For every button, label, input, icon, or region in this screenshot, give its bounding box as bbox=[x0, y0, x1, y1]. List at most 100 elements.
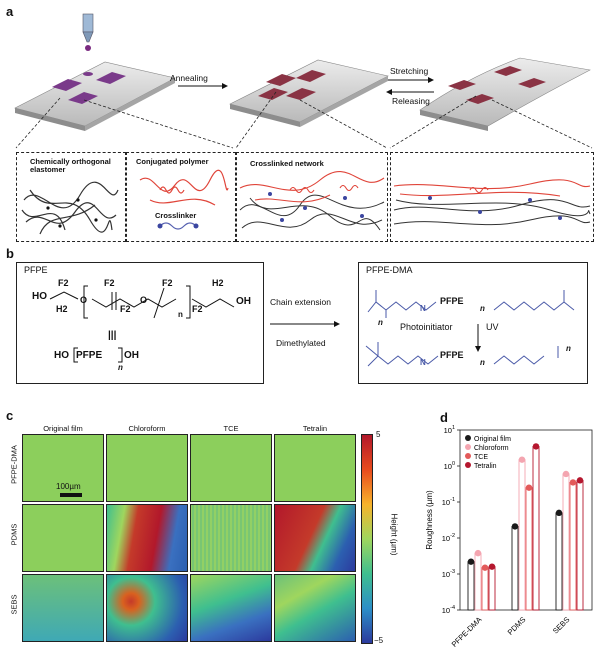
bar bbox=[511, 525, 519, 611]
data-point bbox=[488, 563, 496, 570]
bar bbox=[518, 459, 526, 611]
heatmap-sebs-original bbox=[22, 574, 104, 642]
bar bbox=[467, 561, 475, 611]
photoinitiator-label: Photoinitiator bbox=[400, 322, 453, 332]
row-label-pfpe-dma: PFPE-DMA bbox=[9, 445, 19, 484]
pfpe-ho: HO bbox=[32, 291, 47, 302]
substrate-sheet-3 bbox=[419, 57, 591, 127]
dma-n-bottom: n bbox=[480, 358, 485, 367]
y-axis-label: Roughness (µm) bbox=[425, 490, 434, 550]
heatmap-pfpe-tetralin bbox=[274, 434, 356, 502]
scale-bar bbox=[60, 493, 82, 497]
annealing-label: Annealing bbox=[170, 73, 208, 83]
bar bbox=[481, 567, 489, 611]
data-point bbox=[555, 509, 563, 517]
dma-nh-top: N bbox=[420, 304, 426, 313]
data-point bbox=[467, 558, 475, 565]
legend-marker bbox=[465, 453, 471, 459]
legend-marker bbox=[465, 435, 471, 441]
data-point bbox=[511, 523, 519, 530]
dimethylated-label: Dimethylated bbox=[276, 338, 326, 348]
legend-label: Chloroform bbox=[474, 445, 509, 452]
heatmap-pfpe-tce bbox=[190, 434, 272, 502]
crosslinker-label: Crosslinker bbox=[155, 211, 197, 220]
dma-pfpe-unit-bottom: PFPE bbox=[440, 350, 464, 360]
col-header-tce: TCE bbox=[223, 424, 239, 433]
y-tick-label: 10-2 bbox=[442, 533, 455, 543]
legend-marker bbox=[465, 462, 471, 468]
pfpe-f2-d: F2 bbox=[162, 278, 173, 288]
bar bbox=[532, 445, 540, 611]
pfpe-dma-structure-box bbox=[358, 262, 588, 384]
pfpe-title: PFPE bbox=[24, 265, 48, 275]
heatmap-sebs-chloroform bbox=[106, 574, 188, 642]
x-tick-label: PDMS bbox=[506, 615, 528, 637]
stretching-label: Stretching bbox=[390, 66, 429, 76]
pfpe-short-ho: HO bbox=[54, 350, 69, 361]
legend-marker bbox=[465, 444, 471, 450]
heatmap-sebs-tce bbox=[190, 574, 272, 642]
data-point bbox=[518, 456, 526, 463]
dma-n-top: n bbox=[480, 304, 485, 313]
x-tick-label: PFPE-DMA bbox=[450, 615, 484, 649]
pfpe-short-oh: OH bbox=[124, 350, 139, 361]
pfpe-structure bbox=[49, 285, 235, 363]
heatmap-sebs-tetralin bbox=[274, 574, 356, 642]
colorbar-label: Height (µm) bbox=[389, 513, 399, 556]
bar bbox=[555, 512, 563, 611]
colorbar-max: 5 bbox=[376, 430, 381, 439]
data-point bbox=[576, 477, 584, 484]
pfpe-structure-box bbox=[16, 262, 264, 384]
data-point bbox=[474, 549, 482, 557]
reaction-arrow-icon bbox=[270, 321, 340, 327]
y-tick-label: 101 bbox=[444, 425, 455, 435]
pfpe-short-n: n bbox=[118, 363, 123, 372]
heatmap-pfpe-chloroform bbox=[106, 434, 188, 502]
pfpe-short-unit: PFPE bbox=[76, 350, 103, 361]
data-point bbox=[569, 479, 577, 486]
pfpe-equiv: ||| bbox=[108, 330, 117, 341]
elastomer-label: Chemically orthogonal elastomer bbox=[30, 157, 111, 174]
polymer-patch bbox=[68, 92, 98, 104]
panel-label-a: a bbox=[6, 4, 14, 19]
colorbar bbox=[361, 434, 373, 644]
polymer-patch bbox=[96, 72, 126, 84]
data-point bbox=[532, 443, 540, 450]
panel-a-schematic bbox=[14, 13, 593, 149]
crosslinked-network-label: Crosslinked network bbox=[250, 159, 324, 168]
uv-label: UV bbox=[486, 322, 499, 332]
dma-n-left: n bbox=[378, 318, 383, 327]
pfpe-f2-b: F2 bbox=[104, 278, 115, 288]
bar bbox=[488, 566, 496, 611]
nozzle-icon bbox=[82, 13, 94, 51]
col-header-chloroform: Chloroform bbox=[128, 424, 166, 433]
y-tick-label: 10-4 bbox=[442, 605, 455, 615]
legend-label: TCE bbox=[474, 454, 488, 461]
data-point bbox=[481, 564, 489, 571]
roughness-chart: 10-4 10-3 10-2 10-1 100 101 Roughness (µm) PFPE… bbox=[425, 425, 593, 649]
pfpe-dma-structure bbox=[365, 290, 575, 367]
dma-pfpe-unit-top: PFPE bbox=[440, 296, 464, 306]
zoom-box-components bbox=[126, 152, 236, 242]
pfpe-h2-b: H2 bbox=[212, 278, 224, 288]
bar bbox=[474, 552, 482, 611]
row-label-sebs: SEBS bbox=[9, 594, 19, 615]
pfpe-f2-a: F2 bbox=[58, 278, 69, 288]
chain-extension-label: Chain extension bbox=[270, 297, 331, 307]
pfpe-f2-c: F2 bbox=[120, 304, 131, 314]
heatmap-pfpe-original bbox=[22, 434, 104, 502]
bar bbox=[569, 481, 577, 611]
scale-bar-label: 100µm bbox=[56, 482, 81, 491]
legend-label: Tetralin bbox=[474, 463, 497, 470]
heatmap-pdms-chloroform bbox=[106, 504, 188, 572]
zoom-illustrations bbox=[21, 169, 591, 235]
heatmap-pdms-original bbox=[22, 504, 104, 572]
dma-n-right: n bbox=[566, 344, 571, 353]
zoom-box-elastomer bbox=[16, 152, 126, 242]
panel-label-b: b bbox=[6, 246, 14, 261]
dma-nh-bottom: N bbox=[420, 358, 426, 367]
heatmap-pdms-tetralin bbox=[274, 504, 356, 572]
pfpe-o-a: O bbox=[80, 295, 88, 305]
polymer-patch bbox=[52, 79, 82, 91]
y-tick-label: 100 bbox=[444, 461, 455, 471]
